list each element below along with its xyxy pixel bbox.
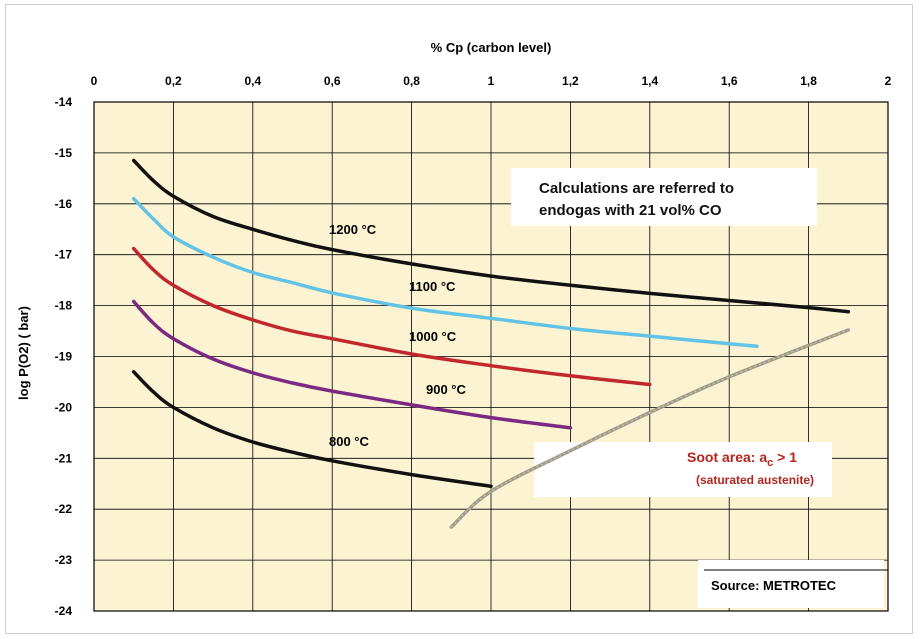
y-tick-label: -19	[55, 350, 73, 364]
y-tick-label: -15	[55, 146, 73, 160]
x-axis-title: % Cp (carbon level)	[431, 40, 552, 55]
note-line-1: Calculations are referred to	[539, 180, 734, 197]
series-line-4	[131, 370, 493, 489]
soot-boundary-line	[449, 328, 851, 529]
label-800: 800 °C	[329, 434, 370, 449]
y-tick-label: -22	[55, 502, 73, 516]
note-line-2: endogas with 21 vol% CO	[539, 202, 722, 219]
y-tick-label: -24	[55, 604, 73, 618]
x-tick-label: 1,8	[800, 74, 817, 88]
y-axis-title: log P(O2) ( bar)	[16, 306, 31, 400]
y-tick-label: -20	[55, 400, 73, 414]
x-tick-label: 0,6	[324, 74, 341, 88]
y-tick-label: -17	[55, 248, 73, 262]
soot-main: Soot area: a	[687, 449, 767, 465]
y-tick-label: -23	[55, 553, 73, 567]
source-label: Source: METROTEC	[711, 578, 837, 593]
label-900: 900 °C	[426, 382, 467, 397]
y-tick-label: -16	[55, 197, 73, 211]
soot-area-label: Soot area: ac > 1	[687, 449, 797, 469]
soot-box	[534, 442, 832, 497]
x-tick-labels: 0 0,2 0,4 0,6 0,8 1 1,2 1,4 1,6 1,8 2	[91, 74, 892, 88]
label-1200: 1200 °C	[329, 222, 377, 237]
x-tick-label: 0,4	[244, 74, 261, 88]
series-layer	[131, 158, 851, 529]
note-box	[511, 168, 817, 226]
series-line-1	[131, 196, 759, 349]
x-tick-label: 0,8	[403, 74, 420, 88]
plot-border	[93, 101, 889, 612]
label-1000: 1000 °C	[409, 329, 457, 344]
y-tick-label: -21	[55, 451, 73, 465]
chart-frame: 0 0,2 0,4 0,6 0,8 1 1,2 1,4 1,6 1,8 2 -14 -15 -16 -17…	[5, 4, 913, 634]
chart: 0 0,2 0,4 0,6 0,8 1 1,2 1,4 1,6 1,8 2 -14 -15 -16 -17…	[16, 40, 892, 618]
x-tick-label: 2	[885, 74, 892, 88]
x-tick-label: 1,2	[562, 74, 579, 88]
y-tick-labels: -14 -15 -16 -17 -18 -19 -20 -21 -22 -23 -24	[55, 95, 73, 618]
x-tick-label: 0,2	[165, 74, 182, 88]
x-tick-label: 1,4	[641, 74, 658, 88]
soot-rest: > 1	[773, 449, 797, 465]
label-1100: 1100 °C	[409, 279, 456, 294]
series-line-0	[131, 158, 851, 314]
y-tick-label: -18	[55, 299, 73, 313]
soot-area-sublabel: (saturated austenite)	[696, 473, 814, 487]
series-line-3	[131, 299, 573, 430]
x-tick-label: 1,6	[721, 74, 738, 88]
soot-subscript: c	[767, 457, 773, 469]
x-tick-label: 1	[488, 74, 495, 88]
x-tick-label: 0	[91, 74, 98, 88]
source-box	[698, 560, 884, 608]
y-tick-label: -14	[55, 95, 73, 109]
series-line-2	[131, 246, 652, 387]
curve-labels: 1200 °C 1100 °C 1000 °C 900 °C 800 °C	[329, 222, 467, 449]
